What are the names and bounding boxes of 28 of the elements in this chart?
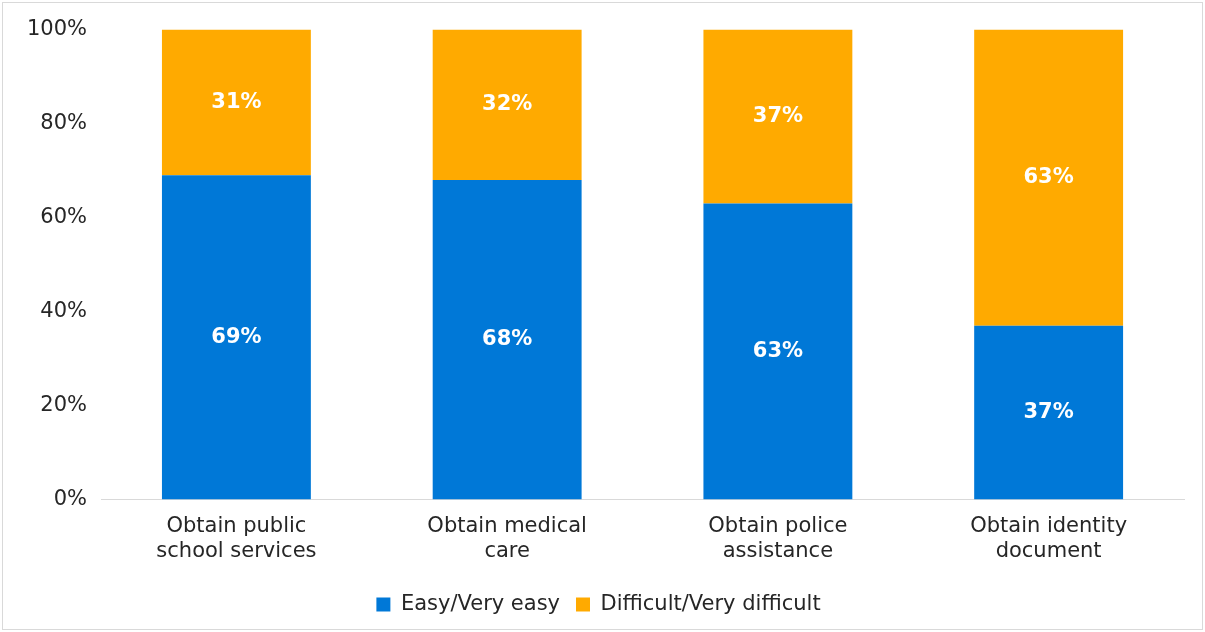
data-label: 63%	[752, 338, 804, 362]
legend-label: Difficult/Very difficult	[600, 590, 821, 615]
data-label: 68%	[482, 326, 533, 351]
bar	[432, 29, 582, 180]
y-tick-label: 40%	[40, 298, 88, 323]
legend-label: Easy/Very easy	[400, 590, 561, 615]
bar	[703, 203, 853, 500]
bar	[161, 175, 311, 500]
y-tick-label: 0%	[53, 486, 88, 511]
y-tick-label: 20%	[40, 392, 88, 417]
data-label: 31%	[211, 88, 262, 113]
data-label: 37%	[1023, 399, 1074, 424]
bar	[432, 180, 582, 500]
bar	[974, 325, 1124, 500]
y-tick-label: 100%	[26, 16, 88, 41]
bar	[703, 29, 853, 204]
data-label: 37%	[752, 103, 804, 127]
x-tick-label: Obtain identity document	[970, 512, 1128, 562]
y-tick-label: 60%	[40, 204, 88, 229]
x-tick-label: Obtain public school services	[156, 512, 317, 562]
x-tick-label: Obtain police assistance	[708, 512, 848, 562]
y-tick-label: 80%	[40, 110, 88, 135]
bar	[161, 29, 311, 176]
data-label: 32%	[482, 91, 533, 116]
bar	[974, 29, 1124, 326]
data-label: 69%	[211, 323, 262, 348]
x-tick-label: Obtain medical care	[427, 512, 587, 562]
data-label: 63%	[1023, 164, 1074, 189]
